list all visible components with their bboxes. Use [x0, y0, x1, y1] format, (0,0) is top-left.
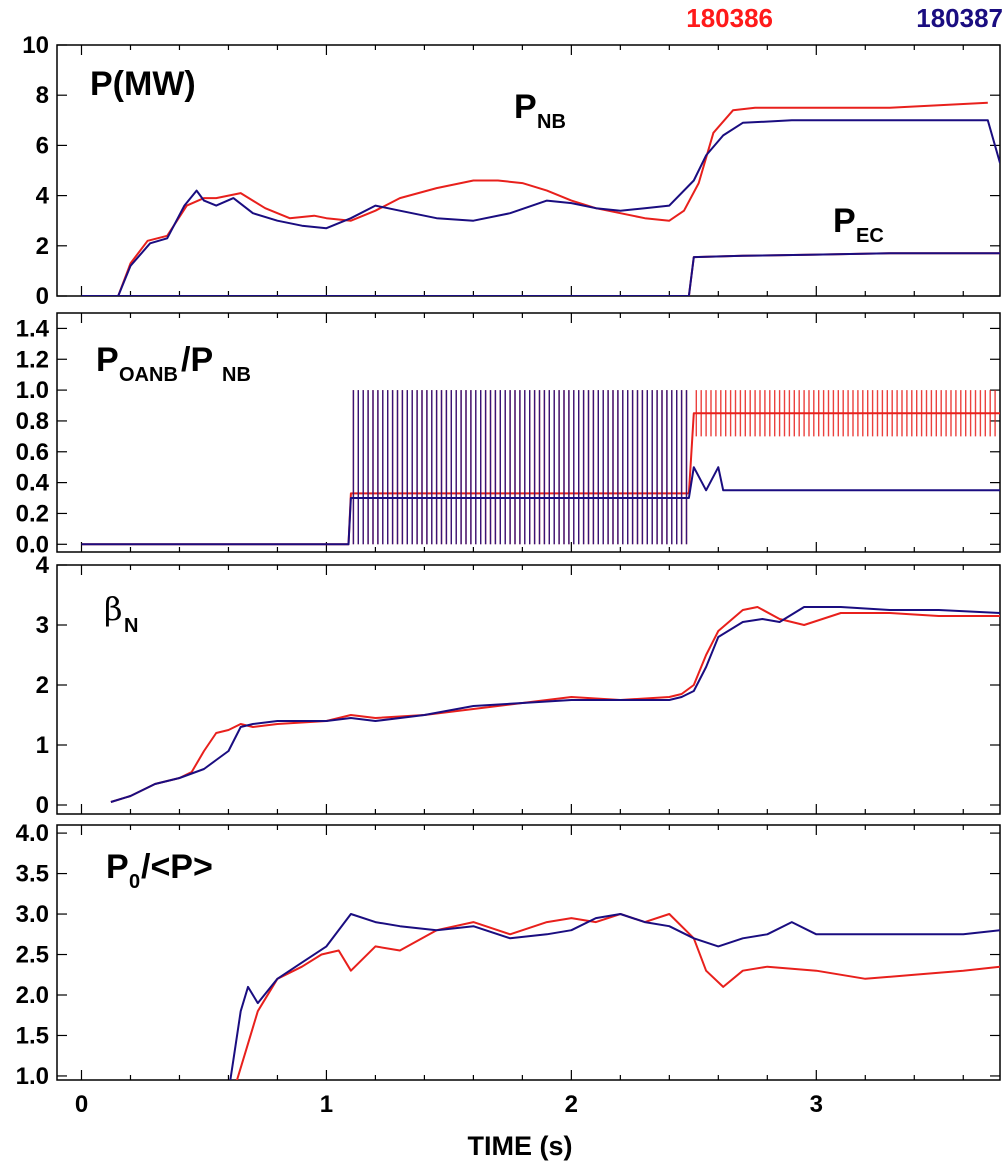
series-group: [81, 101, 1000, 296]
peaking-label-rest: /<P>: [141, 848, 213, 886]
y-tick-label: 0.0: [16, 531, 49, 558]
shot-label-180386: 180386: [686, 3, 773, 33]
series-group: [110, 606, 1000, 803]
series-180386-line: [110, 606, 1000, 803]
y-tick-label: 0.2: [16, 500, 49, 527]
panel-peaking: 1.0 1.5 2.0 2.5 3.0 3.5 4.0 0 1 2 3: [16, 820, 1001, 1118]
panel-label-fraction: P OANB /P NB: [96, 341, 251, 386]
series-180387-line: [229, 913, 1000, 1080]
series-180386-line: [235, 913, 1000, 1080]
y-tick-label: 1.0: [16, 1063, 49, 1090]
y-tick-label: 4: [36, 552, 50, 579]
x-tick-label: 3: [810, 1091, 823, 1118]
series-180387-line: [81, 466, 1000, 546]
series-group: [81, 390, 1000, 546]
panel-beta: 0 1 2 3 4: [36, 552, 1001, 819]
fraction-label-nb: NB: [222, 364, 251, 386]
panel-label-beta: β N: [104, 590, 138, 637]
x-tick-label: 0: [75, 1091, 88, 1118]
y-tick-label: 4: [36, 183, 50, 210]
annotation-pec: P EC: [833, 202, 884, 247]
series-180386-pec-line: [81, 252, 1000, 296]
fraction-label-oanb: OANB: [119, 364, 178, 386]
plot-frame: [56, 312, 1001, 553]
shot-label-180387: 180387: [916, 3, 1003, 33]
x-tick-label: 2: [565, 1091, 578, 1118]
y-tick-label: 0.6: [16, 439, 49, 466]
y-tick-label: 2.5: [16, 942, 49, 969]
peaking-label-p: P: [106, 848, 129, 886]
y-tick-label: 0: [36, 283, 49, 310]
panel-power: 0 2 4 6 8 10: [22, 32, 1001, 310]
plot-layer: 02468100.00.20.40.60.81.01.21.4012341.01…: [16, 32, 1001, 1118]
x-tick-label: 1: [320, 1091, 333, 1118]
plot-frame: [56, 44, 1001, 297]
y-tick-label: 1: [36, 732, 49, 759]
series-group: [229, 913, 1000, 1080]
series-180387-pnb-line: [81, 119, 1000, 296]
series-180386-pnb-line: [81, 101, 988, 296]
x-axis-title: TIME (s): [468, 1131, 573, 1161]
beta-symbol: β: [104, 590, 123, 628]
y-tick-label: 8: [36, 82, 49, 109]
plot-frame: [56, 564, 1001, 815]
annotation-pnb-main: P: [514, 88, 537, 126]
y-tick-label: 2: [36, 672, 49, 699]
fraction-label-p: P: [96, 341, 119, 379]
y-tick-label: 0.8: [16, 408, 49, 435]
y-tick-label: 6: [36, 132, 49, 159]
y-tick-label: 2: [36, 233, 49, 260]
panel-label-power: P(MW): [90, 65, 196, 103]
y-tick-label: 1.4: [16, 315, 50, 342]
y-tick-label: 0: [36, 792, 49, 819]
y-tick-label: 0.4: [16, 470, 50, 497]
y-tick-label: 4.0: [16, 820, 49, 847]
y-tick-label: 3: [36, 612, 49, 639]
beta-sub: N: [124, 615, 138, 637]
annotation-pec-sub: EC: [856, 225, 884, 247]
panel-fraction: 0.0 0.2 0.4 0.6 0.8 1.0 1.2 1.4: [16, 312, 1001, 558]
annotation-pnb: P NB: [514, 88, 566, 133]
series-180387-line: [110, 606, 1000, 803]
series-180387-pec-line: [81, 252, 1000, 296]
peaking-label-sub: 0: [129, 871, 140, 893]
annotation-pnb-sub: NB: [537, 111, 566, 133]
y-tick-label: 1.2: [16, 346, 49, 373]
series-180387-modulation: [352, 390, 688, 545]
y-tick-label: 1.0: [16, 377, 49, 404]
annotation-pec-main: P: [833, 202, 856, 240]
panel-label-peaking: P 0 /<P>: [106, 848, 213, 893]
y-tick-label: 10: [22, 32, 49, 59]
fraction-label-slash: /P: [181, 341, 213, 379]
y-tick-label: 1.5: [16, 1022, 49, 1049]
y-tick-label: 3.0: [16, 901, 49, 928]
y-tick-label: 2.0: [16, 982, 49, 1009]
y-tick-label: 3.5: [16, 861, 49, 888]
plot-frame: [56, 824, 1001, 1081]
